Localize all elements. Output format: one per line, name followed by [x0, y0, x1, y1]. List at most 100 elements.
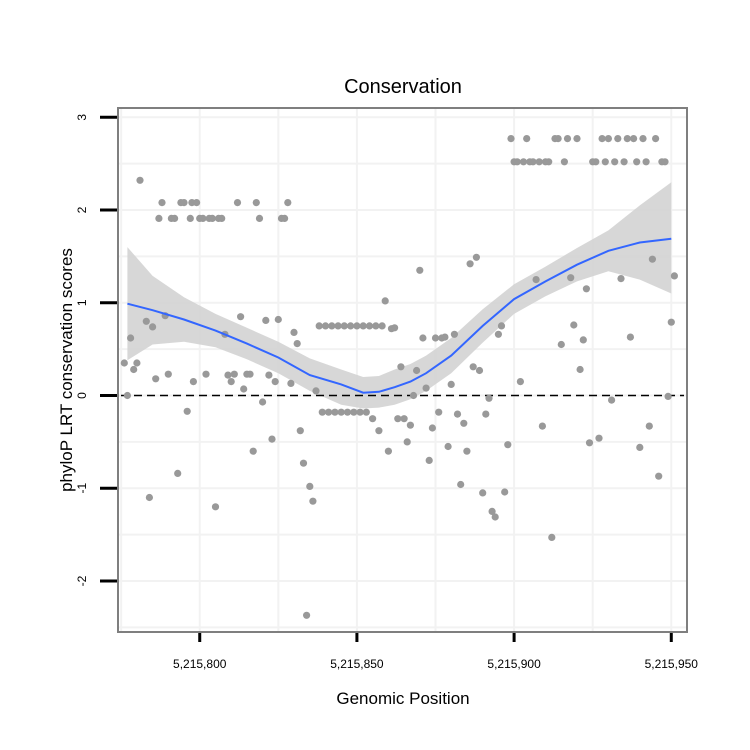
- data-point: [369, 415, 377, 423]
- data-point: [293, 340, 301, 348]
- data-point: [224, 371, 232, 379]
- data-point: [331, 408, 339, 416]
- data-point: [375, 427, 383, 435]
- data-point: [218, 214, 226, 222]
- data-point: [425, 456, 433, 464]
- data-point: [422, 384, 430, 392]
- data-point: [180, 199, 188, 207]
- data-point: [202, 370, 210, 378]
- data-point: [328, 322, 336, 330]
- data-point: [164, 370, 172, 378]
- data-point: [123, 391, 131, 400]
- data-point: [670, 272, 679, 280]
- y-tick-label: -2: [75, 575, 89, 586]
- data-point: [655, 472, 663, 480]
- data-point: [321, 322, 330, 330]
- y-tick-label: -1: [75, 483, 89, 494]
- data-point: [491, 513, 499, 521]
- data-point: [149, 323, 157, 331]
- data-point: [372, 322, 380, 330]
- x-tick-label: 5,215,850: [330, 657, 384, 671]
- data-point: [252, 199, 260, 207]
- data-point: [582, 285, 591, 293]
- data-point: [413, 366, 421, 375]
- data-point: [343, 408, 352, 416]
- data-point: [127, 334, 135, 342]
- data-point: [652, 135, 660, 143]
- data-point: [585, 439, 594, 447]
- data-point: [233, 199, 242, 207]
- data-point: [356, 408, 364, 416]
- data-point: [488, 507, 496, 515]
- data-points: [120, 135, 679, 619]
- data-point: [457, 480, 465, 489]
- data-point: [315, 322, 323, 330]
- data-point: [325, 408, 333, 416]
- data-point: [419, 334, 427, 342]
- data-point: [444, 442, 452, 451]
- data-point: [281, 214, 289, 222]
- data-point: [604, 135, 613, 143]
- data-point: [472, 253, 480, 261]
- data-point: [384, 447, 392, 455]
- data-point: [523, 135, 531, 143]
- data-point: [482, 410, 490, 418]
- data-point: [516, 378, 525, 386]
- data-point: [208, 214, 216, 222]
- data-point: [601, 158, 609, 166]
- data-point: [290, 328, 298, 336]
- data-point: [299, 459, 308, 467]
- data-point: [538, 422, 547, 430]
- data-point: [563, 135, 572, 143]
- data-point: [403, 438, 411, 446]
- data-point: [306, 482, 314, 490]
- data-point: [189, 378, 197, 386]
- data-point: [453, 410, 462, 418]
- data-point: [145, 493, 153, 502]
- data-point: [391, 324, 399, 332]
- x-tick-label: 5,215,950: [645, 657, 699, 671]
- data-point: [312, 387, 320, 395]
- data-point: [397, 363, 405, 371]
- data-point: [350, 408, 358, 416]
- data-point: [573, 135, 581, 143]
- data-point: [636, 443, 644, 451]
- data-point: [576, 365, 584, 374]
- data-point: [466, 260, 474, 268]
- data-point: [409, 391, 418, 400]
- data-point: [271, 378, 279, 386]
- data-point: [174, 469, 182, 477]
- data-point: [661, 158, 669, 166]
- data-point: [337, 408, 345, 416]
- data-point: [353, 322, 361, 330]
- data-point: [230, 370, 238, 378]
- y-axis-title: phyloP LRT conservation scores: [57, 248, 76, 492]
- data-point: [592, 158, 600, 166]
- data-point: [237, 313, 245, 321]
- data-point: [633, 158, 641, 166]
- data-point: [494, 330, 502, 338]
- data-point: [447, 380, 455, 388]
- data-point: [406, 421, 414, 429]
- data-point: [529, 158, 537, 166]
- data-point: [598, 135, 606, 143]
- data-point: [183, 407, 191, 415]
- data-point: [435, 408, 443, 416]
- data-point: [608, 396, 616, 404]
- chart-title: Conservation: [344, 76, 462, 98]
- data-point: [479, 489, 487, 497]
- data-point: [535, 158, 543, 166]
- data-point: [274, 315, 282, 324]
- data-point: [362, 408, 370, 416]
- data-point: [340, 322, 348, 330]
- data-point: [249, 447, 257, 455]
- data-point: [142, 317, 150, 325]
- data-point: [262, 316, 270, 324]
- data-point: [667, 318, 675, 326]
- data-point: [284, 199, 292, 207]
- data-point: [400, 415, 408, 423]
- y-tick-label: 3: [75, 114, 89, 121]
- data-point: [501, 488, 509, 496]
- data-point: [130, 365, 138, 374]
